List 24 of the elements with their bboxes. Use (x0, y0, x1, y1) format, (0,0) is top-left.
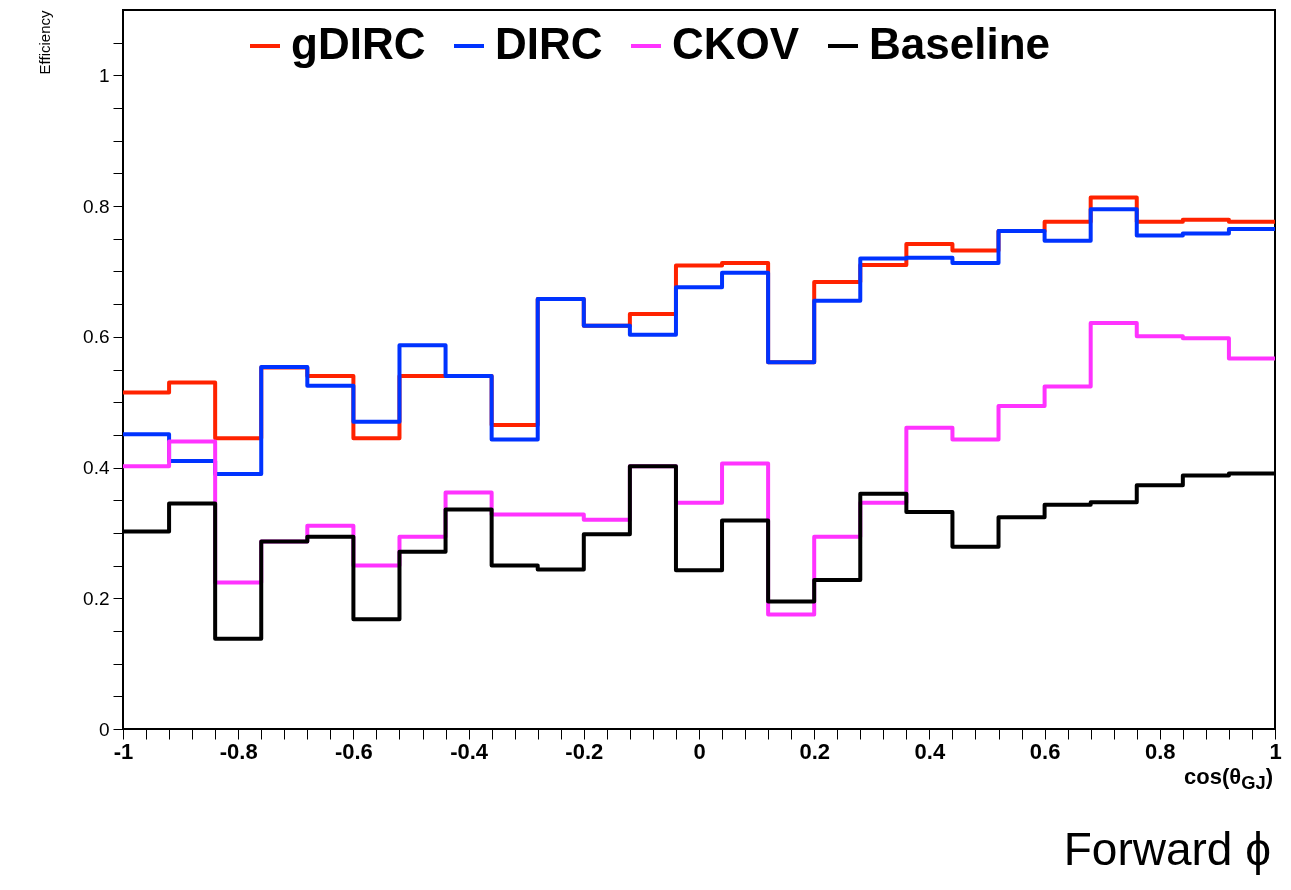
x-tick-label: -0.2 (565, 738, 604, 764)
x-tick-label: 0.8 (1145, 738, 1176, 764)
y-tick-label: 0.6 (83, 326, 110, 348)
y-tick-label: 1 (98, 64, 110, 86)
x-axis-title: cos(θ$_{GJ}$) (1184, 764, 1273, 795)
x-tick-label: -0.4 (450, 738, 489, 764)
x-tick-label: -1 (113, 738, 134, 764)
x-tick-label: -0.8 (219, 738, 258, 764)
legend-label: DIRC (495, 19, 603, 68)
y-axis-title: Efficiency (36, 10, 54, 75)
legend-label: Baseline (869, 19, 1050, 68)
legend-label: CKOV (672, 19, 800, 68)
legend-label: gDIRC (291, 19, 426, 68)
x-tick-label: 0.2 (799, 738, 830, 764)
x-tick-label: -0.6 (334, 738, 373, 764)
x-tick-label: 0.4 (914, 738, 946, 764)
y-tick-label: 0.2 (83, 587, 110, 609)
y-tick-label: 0.8 (83, 195, 110, 217)
text: Forward ϕ (1063, 822, 1271, 876)
x-tick-label: 1 (1269, 738, 1282, 764)
y-tick-label: 0 (98, 718, 110, 740)
y-tick-label: 0.4 (83, 457, 110, 479)
x-tick-label: 0 (693, 738, 706, 764)
x-tick-label: 0.6 (1029, 738, 1061, 764)
